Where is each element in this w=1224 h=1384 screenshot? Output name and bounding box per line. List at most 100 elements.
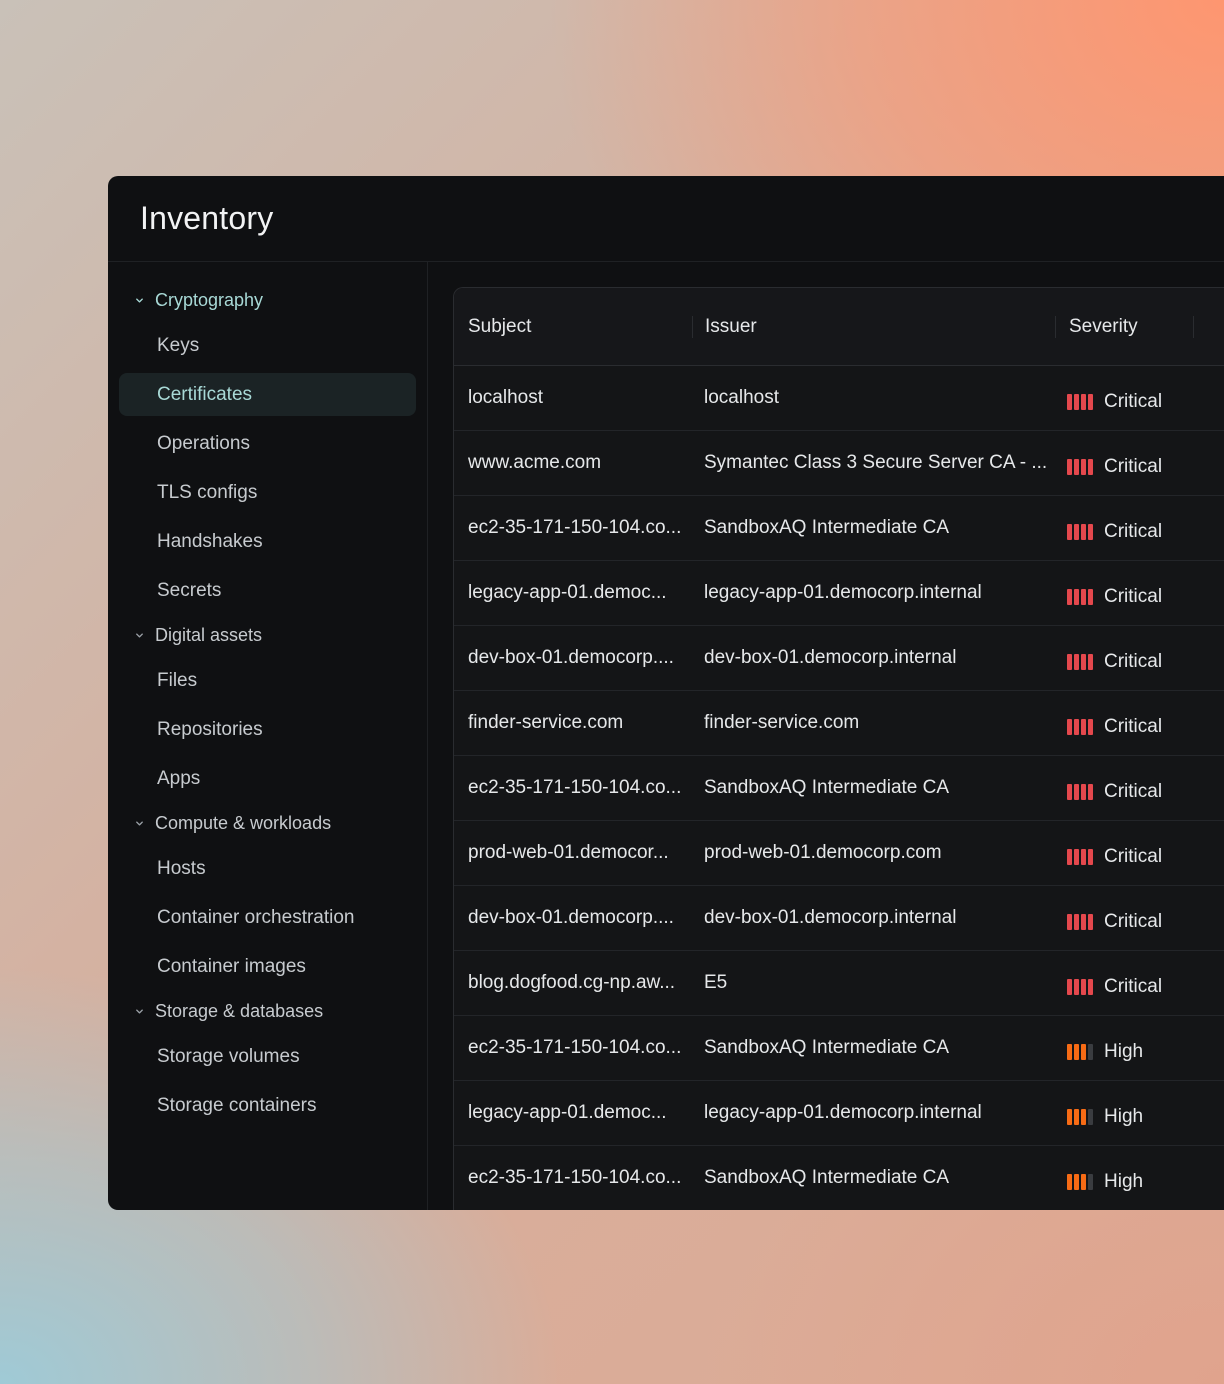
cell-severity: Critical [1054, 456, 1191, 478]
severity-bar [1067, 588, 1072, 605]
cell-issuer: SandboxAQ Intermediate CA [704, 1037, 950, 1058]
cell-subject: ec2-35-171-150-104.co... [468, 1037, 682, 1058]
severity-bar [1074, 523, 1079, 540]
table-row[interactable]: prod-web-01.democor... prod-web-01.democo… [454, 821, 1224, 886]
main-content: Subject Issuer Severity localhost localho… [428, 262, 1224, 1210]
column-header-severity[interactable]: Severity [1055, 315, 1193, 338]
cell-subject: dev-box-01.democorp.... [468, 647, 674, 668]
cell-subject: finder-service.com [468, 712, 624, 733]
cell-severity: Critical [1054, 391, 1191, 413]
table-row[interactable]: legacy-app-01.democ... legacy-app-01.demo… [454, 1081, 1224, 1146]
severity-bar [1088, 1108, 1093, 1125]
cell-severity: High [1054, 1041, 1191, 1063]
severity-bar [1088, 653, 1093, 670]
severity-bar [1074, 1173, 1079, 1190]
severity-bar [1088, 588, 1093, 605]
cell-subject: legacy-app-01.democ... [468, 582, 667, 603]
sidebar-group-header-cryptography[interactable]: Cryptography [108, 283, 427, 317]
severity-bar [1074, 458, 1079, 475]
sidebar-item-hosts[interactable]: Hosts [157, 857, 206, 879]
cell-issuer: finder-service.com [704, 712, 860, 733]
sidebar-group-label: Compute & workloads [155, 812, 332, 833]
sidebar-group-cryptography: Cryptography Keys Certificates Operations TL… [108, 283, 427, 612]
severity-bar [1074, 783, 1079, 800]
severity-bar [1067, 393, 1072, 410]
severity-bar [1088, 978, 1093, 995]
severity-label: High [1104, 1170, 1144, 1192]
sidebar-item-container-orchestration[interactable]: Container orchestration [157, 906, 355, 928]
sidebar-item-certificates[interactable]: Certificates [119, 373, 416, 416]
severity-bar [1088, 718, 1093, 735]
column-header-issuer[interactable]: Issuer [692, 315, 1055, 338]
severity-bar [1067, 1108, 1072, 1125]
severity-bar [1088, 1173, 1093, 1190]
severity-bar [1074, 653, 1079, 670]
table-row[interactable]: www.acme.com Symantec Class 3 Secure Serv… [454, 431, 1224, 496]
severity-bar [1088, 458, 1093, 475]
table-row[interactable]: ec2-35-171-150-104.co... SandboxAQ Interm… [454, 1146, 1224, 1210]
severity-bar [1081, 978, 1086, 995]
severity-bars-icon [1067, 783, 1093, 800]
severity-bar [1088, 783, 1093, 800]
severity-bar [1081, 523, 1086, 540]
sidebar-item-secrets[interactable]: Secrets [157, 579, 222, 601]
sidebar-item-operations[interactable]: Operations [157, 432, 250, 454]
cell-severity: Critical [1054, 651, 1191, 673]
severity-bar [1081, 458, 1086, 475]
severity-bar [1067, 523, 1072, 540]
page-header: Inventory [108, 176, 1224, 262]
cell-subject: www.acme.com [468, 452, 602, 473]
table-row[interactable]: blog.dogfood.cg-np.aw... E5 Critical [454, 951, 1224, 1016]
chevron-down-icon [136, 632, 143, 638]
cell-issuer: legacy-app-01.democorp.internal [704, 1102, 982, 1123]
table-row[interactable]: finder-service.com finder-service.com Crit… [454, 691, 1224, 756]
cell-severity: Critical [1054, 521, 1191, 543]
cell-subject: dev-box-01.democorp.... [468, 907, 674, 928]
severity-label: Critical [1104, 585, 1163, 607]
sidebar-item-handshakes[interactable]: Handshakes [157, 530, 263, 552]
severity-bars-icon [1067, 978, 1093, 995]
sidebar-item-files[interactable]: Files [157, 669, 198, 691]
sidebar-item-container-images[interactable]: Container images [157, 955, 306, 977]
severity-bar [1088, 913, 1093, 930]
certificates-table: Subject Issuer Severity localhost localho… [453, 287, 1224, 1210]
sidebar-item-storage-containers[interactable]: Storage containers [157, 1094, 317, 1116]
severity-bar [1081, 783, 1086, 800]
sidebar-item-keys[interactable]: Keys [157, 334, 200, 356]
sidebar-item-tls-configs[interactable]: TLS configs [157, 481, 258, 503]
severity-bars-icon [1067, 1173, 1093, 1190]
table-row[interactable]: ec2-35-171-150-104.co... SandboxAQ Interm… [454, 756, 1224, 821]
severity-bar [1081, 913, 1086, 930]
severity-bars-icon [1067, 913, 1093, 930]
severity-label: Critical [1104, 845, 1163, 867]
sidebar-item-apps[interactable]: Apps [157, 767, 201, 789]
sidebar-group-header-storage-and-databases[interactable]: Storage & databases [108, 994, 427, 1028]
sidebar-group-label: Storage & databases [155, 1000, 324, 1021]
table-row[interactable]: dev-box-01.democorp.... dev-box-01.democo… [454, 626, 1224, 691]
sidebar-item-storage-volumes[interactable]: Storage volumes [157, 1045, 300, 1067]
cell-severity: Critical [1054, 976, 1191, 998]
column-header-subject[interactable]: Subject [468, 315, 532, 337]
cell-subject: ec2-35-171-150-104.co... [468, 1167, 682, 1188]
severity-label: Critical [1104, 715, 1163, 737]
table-row[interactable]: legacy-app-01.democ... legacy-app-01.demo… [454, 561, 1224, 626]
sidebar-group-label: Cryptography [155, 289, 264, 310]
severity-bar [1067, 1043, 1072, 1060]
severity-bar [1088, 848, 1093, 865]
sidebar-group-header-digital-assets[interactable]: Digital assets [108, 618, 427, 652]
severity-bars-icon [1067, 718, 1093, 735]
sidebar-item-repositories[interactable]: Repositories [157, 718, 263, 740]
severity-bars-icon [1067, 1043, 1093, 1060]
cell-subject: legacy-app-01.democ... [468, 1102, 667, 1123]
table-row[interactable]: ec2-35-171-150-104.co... SandboxAQ Interm… [454, 1016, 1224, 1081]
severity-bar [1088, 523, 1093, 540]
severity-bar [1074, 718, 1079, 735]
table-row[interactable]: localhost localhost Critical [454, 366, 1224, 431]
severity-bar [1067, 458, 1072, 475]
chevron-down-icon [136, 1008, 143, 1014]
cell-issuer: localhost [704, 387, 779, 408]
table-row[interactable]: dev-box-01.democorp.... dev-box-01.democo… [454, 886, 1224, 951]
table-row[interactable]: ec2-35-171-150-104.co... SandboxAQ Interm… [454, 496, 1224, 561]
severity-bars-icon [1067, 458, 1093, 475]
sidebar-group-header-compute-and-workloads[interactable]: Compute & workloads [108, 806, 427, 840]
